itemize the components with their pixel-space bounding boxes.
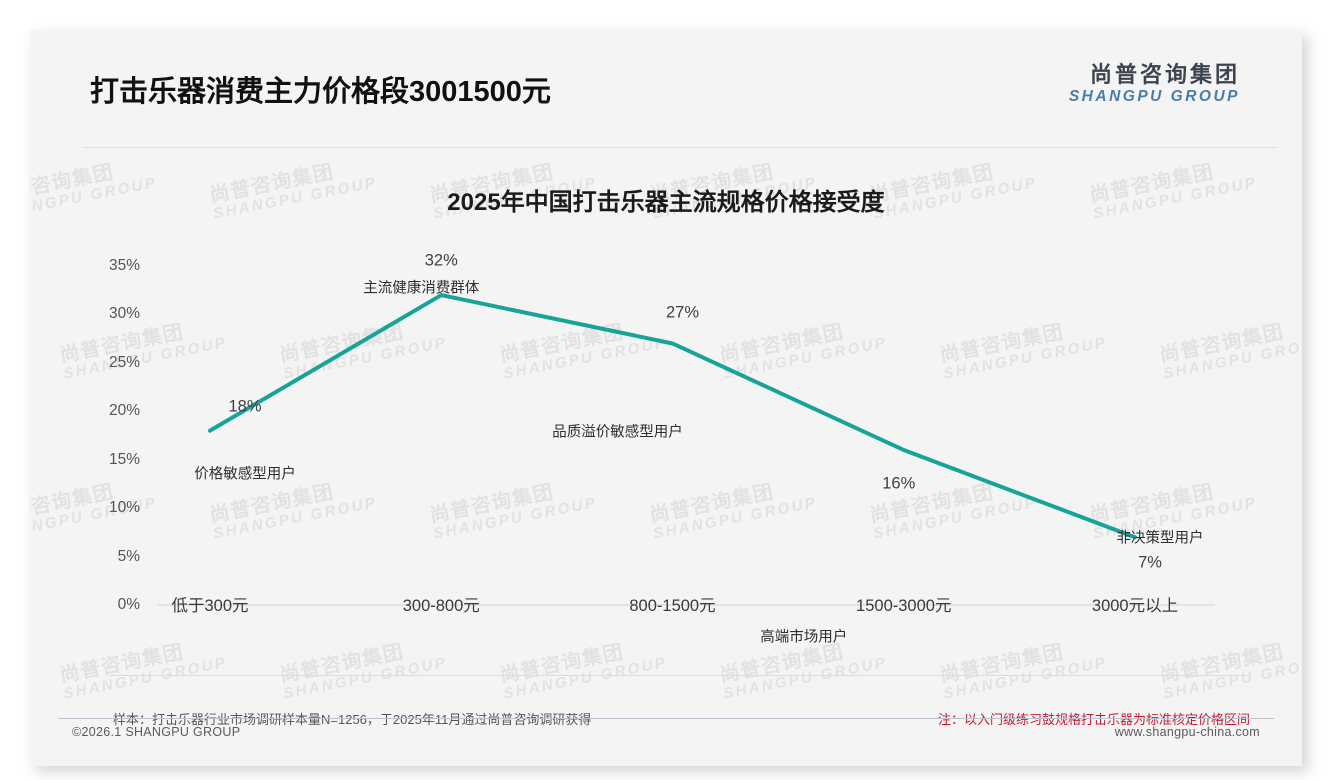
data-point-label: 27% xyxy=(665,303,700,322)
watermark-text: 尚普咨询集团 SHANGPU GROUP xyxy=(277,321,449,383)
y-axis-tick-label: 15% xyxy=(108,450,140,468)
brand-logo: 尚普咨询集团 SHANGPU GROUP xyxy=(1069,62,1240,107)
y-axis-tick-label: 30% xyxy=(108,305,140,323)
watermark-text: 尚普咨询集团 SHANGPU GROUP xyxy=(207,481,379,543)
watermark-text: 尚普咨询集团 SHANGPU GROUP xyxy=(57,641,229,703)
website-link[interactable]: www.shangpu-china.com xyxy=(1114,725,1260,739)
watermark-text: 尚普咨询集团 SHANGPU GROUP xyxy=(1087,481,1259,543)
data-series-line xyxy=(208,293,1137,540)
data-point-annotation: 非决策型用户 xyxy=(1116,530,1204,547)
y-axis-tick-label: 0% xyxy=(117,596,140,613)
watermark-text: 尚普咨询集团 SHANGPU GROUP xyxy=(717,641,889,703)
watermark-text: 尚普咨询集团 SHANGPU GROUP xyxy=(427,481,599,543)
data-point-label: 7% xyxy=(1138,553,1162,572)
x-axis-tick-label: 3000元以上 xyxy=(1091,597,1179,615)
y-axis-tick-label: 10% xyxy=(108,499,140,517)
data-point-label: 18% xyxy=(228,397,262,416)
price-standard-note: 注：以入门级练习鼓规格打击乐器为标准核定价格区间 xyxy=(937,712,1250,727)
footer-divider xyxy=(58,718,1274,719)
y-axis-tick-label: 20% xyxy=(108,402,140,420)
y-axis: 35% 30% 25% 20% 15% 10% 5% 0% xyxy=(78,30,140,766)
chart-title: 2025年中国打击乐器主流规格价格接受度 xyxy=(447,189,885,216)
watermark-text: 尚普咨询集团 SHANGPU GROUP xyxy=(647,481,819,543)
logo-english-text: SHANGPU GROUP xyxy=(1068,88,1240,106)
header-divider xyxy=(82,147,1278,148)
page-title: 打击乐器消费主力价格段3001500元 xyxy=(90,76,551,108)
sample-note: 样本：打击乐器行业市场调研样本量N=1256，于2025年11月通过尚普咨询调研… xyxy=(113,712,592,727)
watermark-text: 尚普咨询集团 SHANGPU GROUP xyxy=(57,321,229,383)
logo-chinese-text: 尚普咨询集团 xyxy=(1089,62,1240,87)
x-axis-tick-label: 800-1500元 xyxy=(629,597,716,615)
watermark-text: 尚普咨询集团 SHANGPU GROUP xyxy=(1157,321,1302,383)
watermark-text: 尚普咨询集团 SHANGPU GROUP xyxy=(497,641,669,703)
watermark-text: 尚普咨询集团 SHANGPU GROUP xyxy=(277,641,449,703)
watermark-text: 尚普咨询集团 SHANGPU GROUP xyxy=(1157,641,1302,703)
chart-canvas xyxy=(158,293,1215,606)
watermark-layer: 尚普咨询集团 SHANGPU GROUP 尚普咨询集团 SHANGPU GROUP 尚普… xyxy=(30,30,1302,766)
data-point-label: 16% xyxy=(882,474,916,493)
data-point-annotation: 主流健康消费群体 xyxy=(363,280,480,297)
watermark-text: 尚普咨询集团 SHANGPU GROUP xyxy=(937,321,1109,383)
watermark-text: 尚普咨询集团 SHANGPU GROUP xyxy=(30,481,159,543)
slide-header: 打击乐器消费主力价格段3001500元 尚普咨询集团 SHANGPU GROUP xyxy=(30,30,1302,116)
data-point-annotation: 价格敏感型用户 xyxy=(194,466,296,483)
y-axis-tick-label: 35% xyxy=(108,257,140,274)
watermark-text: 尚普咨询集团 SHANGPU GROUP xyxy=(867,481,1039,543)
x-axis-tick-label: 低于300元 xyxy=(171,597,249,615)
footnote-divider xyxy=(110,675,1250,676)
y-axis-tick-label: 5% xyxy=(117,547,140,565)
copyright-text: ©2026.1 SHANGPU GROUP xyxy=(72,725,241,739)
line-chart: 35% 30% 25% 20% 15% 10% 5% 0% 低于300元 300-800元 800… xyxy=(30,30,1302,766)
x-axis-tick-label: 1500-3000元 xyxy=(856,597,952,615)
data-point-annotation: 高端市场用户 xyxy=(760,629,848,646)
slide-card: 尚普咨询集团 SHANGPU GROUP 尚普咨询集团 SHANGPU GROUP 尚普… xyxy=(30,30,1302,766)
y-axis-tick-label: 25% xyxy=(108,353,140,371)
watermark-text: 尚普咨询集团 SHANGPU GROUP xyxy=(717,321,889,383)
data-point-annotation: 品质溢价敏感型用户 xyxy=(552,424,683,441)
x-axis-tick-label: 300-800元 xyxy=(402,597,480,615)
data-point-label: 32% xyxy=(424,251,458,270)
watermark-text: 尚普咨询集团 SHANGPU GROUP xyxy=(497,321,669,383)
watermark-text: 尚普咨询集团 SHANGPU GROUP xyxy=(937,641,1109,703)
